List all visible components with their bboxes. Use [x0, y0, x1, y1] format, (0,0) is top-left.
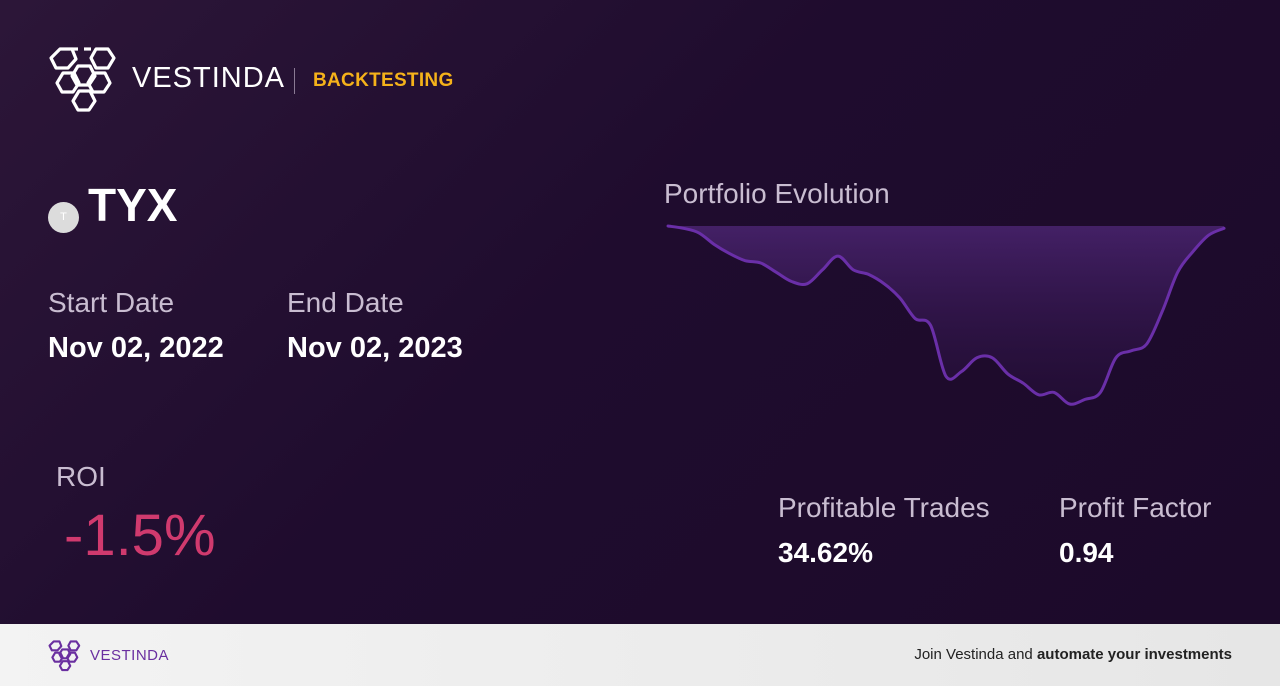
- vestinda-logo-icon: [49, 47, 116, 112]
- backtesting-tag: BACKTESTING: [313, 70, 454, 91]
- brand-divider: [294, 68, 295, 94]
- chart-title: Portfolio Evolution: [664, 178, 890, 209]
- end-date-value: Nov 02, 2023: [287, 332, 463, 364]
- footer-cta-bold: automate your investments: [1036, 646, 1232, 663]
- chart-series-line: [666, 224, 1226, 406]
- profit-factor-label: Profit Factor: [1059, 492, 1212, 523]
- asset-symbol: TYX: [88, 179, 178, 231]
- profitable-trades-value: 34.62%: [778, 537, 873, 568]
- start-date-label: Start Date: [48, 287, 175, 318]
- vestinda-footer-logo-icon: [48, 640, 81, 672]
- brand-name: VESTINDA: [132, 62, 286, 94]
- footer-cta[interactable]: Join Vestinda and automate your investme…: [914, 646, 1232, 663]
- footer-bar: VESTINDA Join Vestinda and automate your…: [0, 624, 1280, 686]
- footer-cta-prefix: Join Vestinda and: [914, 646, 1037, 663]
- profit-factor-value: 0.94: [1059, 537, 1114, 568]
- roi-value: -1.5%: [64, 503, 216, 568]
- chart-area-fill: [668, 226, 1224, 405]
- end-date-label: End Date: [287, 287, 404, 318]
- start-date-value: Nov 02, 2022: [48, 332, 224, 364]
- backtest-card: VESTINDA BACKTESTING T TYX Start Date No…: [0, 0, 1280, 624]
- roi-label: ROI: [56, 461, 106, 492]
- portfolio-evolution-chart: [666, 224, 1226, 406]
- footer-brand-name[interactable]: VESTINDA: [90, 647, 170, 664]
- asset-icon: T: [48, 202, 79, 233]
- profitable-trades-label: Profitable Trades: [778, 492, 990, 523]
